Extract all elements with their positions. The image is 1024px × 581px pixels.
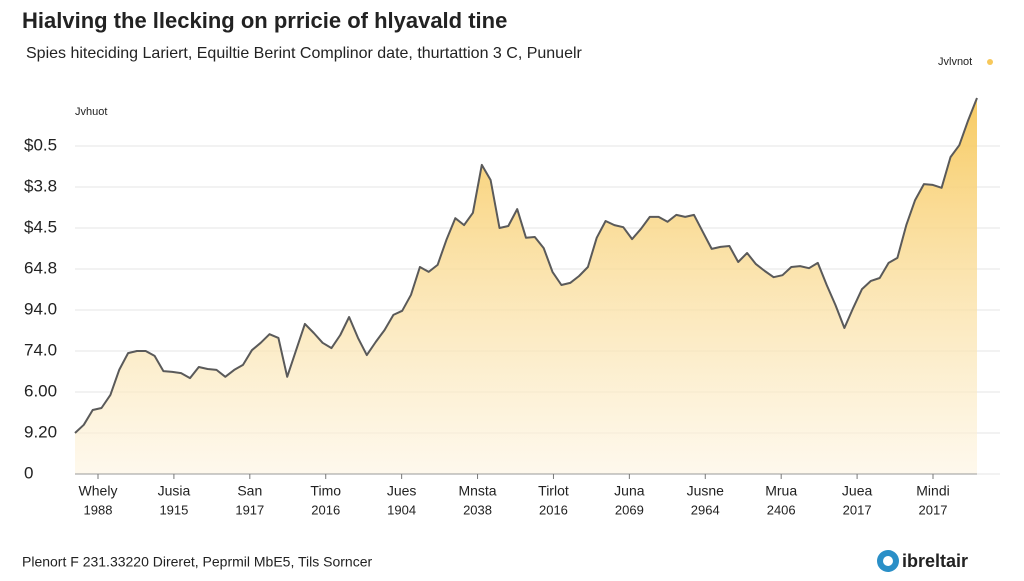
- x-tick-label: Jues: [387, 483, 417, 499]
- x-tick-label: Whely: [79, 483, 118, 499]
- logo-icon-inner: [883, 556, 893, 566]
- legend-swatch: [987, 59, 993, 65]
- chart-subtitle: Spies hiteciding Lariert, Equiltie Berin…: [26, 45, 583, 62]
- x-tick-label: San: [237, 483, 262, 499]
- y-tick-label: 0: [24, 463, 33, 482]
- x-tick-label: Juea: [842, 483, 873, 499]
- x-tick-label: Jusne: [687, 483, 725, 499]
- x-tick-label-year: 2964: [691, 502, 720, 517]
- x-tick-label: Mrua: [765, 483, 797, 499]
- x-tick-label-year: 2406: [767, 502, 796, 517]
- y-tick-label: 9.20: [24, 422, 57, 441]
- x-tick-label: Juna: [614, 483, 645, 499]
- x-tick-label-year: 2038: [463, 502, 492, 517]
- footer: Plenort F 231.33220 Direret, Peprmil MbE…: [22, 554, 372, 570]
- y-tick-label: 74.0: [24, 340, 57, 359]
- x-tick-label-year: 2016: [539, 502, 568, 517]
- y-tick-label: $0.5: [24, 135, 57, 154]
- x-tick-label: Mindi: [916, 483, 949, 499]
- legend-label: Jvlvnot: [938, 56, 972, 68]
- line: [74, 97, 978, 434]
- x-tick-label-year: 1904: [387, 502, 416, 517]
- area-fill: [75, 98, 977, 474]
- x-tick-label-year: 2017: [919, 502, 948, 517]
- y-tick-label: 94.0: [24, 299, 57, 318]
- x-tick-label-year: 1915: [159, 502, 188, 517]
- logo: ibreltair: [902, 551, 968, 571]
- x-tick-label: Mnsta: [458, 483, 496, 499]
- y-axis-label: Jvhuot: [75, 106, 107, 118]
- x-tick-label-year: 1917: [235, 502, 264, 517]
- x-tick-label-year: 2016: [311, 502, 340, 517]
- y-tick-label: 6.00: [24, 381, 57, 400]
- x-tick-label-year: 1988: [84, 502, 113, 517]
- chart-title: Hialving the llecking on prricie of hlya…: [22, 8, 507, 33]
- x-tick-label: Jusia: [158, 483, 191, 499]
- y-tick-label: 64.8: [24, 258, 57, 277]
- x-tick-label: Tirlot: [538, 483, 569, 499]
- y-tick-label: $4.5: [24, 217, 57, 236]
- x-tick-label: Timo: [310, 483, 341, 499]
- y-tick-label: $3.8: [24, 176, 57, 195]
- x-tick-label-year: 2069: [615, 502, 644, 517]
- x-tick-label-year: 2017: [843, 502, 872, 517]
